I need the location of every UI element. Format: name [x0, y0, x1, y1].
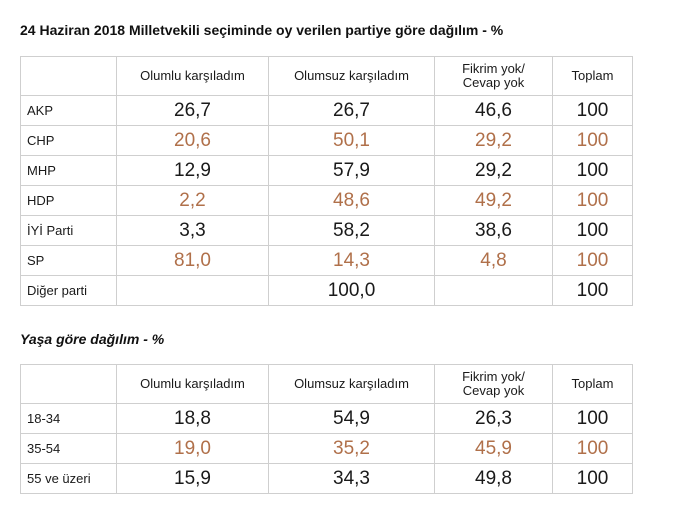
table-header-row: Olumlu karşıladım Olumsuz karşıladım Fikri…	[20, 364, 633, 404]
table-row: 55 ve üzeri 15,9 34,3 49,8 100	[20, 463, 633, 494]
column-header: Fikrim yok/ Cevap yok	[434, 364, 553, 404]
value-cell: 2,2	[116, 185, 269, 216]
value-cell: 29,2	[434, 155, 553, 186]
value-cell: 34,3	[268, 463, 435, 494]
value-cell: 49,8	[434, 463, 553, 494]
row-label: 18-34	[20, 403, 117, 434]
value-cell: 100	[552, 185, 633, 216]
age-distribution-table: Olumlu karşıladım Olumsuz karşıladım Fikri…	[20, 364, 633, 494]
column-header: Fikrim yok/ Cevap yok	[434, 56, 553, 96]
value-cell: 100	[552, 155, 633, 186]
value-cell: 58,2	[268, 215, 435, 246]
value-cell: 46,6	[434, 95, 553, 126]
column-header: Olumsuz karşıladım	[268, 364, 435, 404]
value-cell: 100	[552, 215, 633, 246]
value-cell: 100	[552, 275, 633, 306]
value-cell: 100	[552, 245, 633, 276]
value-cell	[434, 275, 553, 306]
table-row: Diğer parti 100,0 100	[20, 275, 633, 306]
table-row: MHP 12,9 57,9 29,2 100	[20, 155, 633, 186]
row-label: AKP	[20, 95, 117, 126]
header-corner-cell	[20, 364, 117, 404]
value-cell: 20,6	[116, 125, 269, 156]
value-cell: 4,8	[434, 245, 553, 276]
party-table-title: 24 Haziran 2018 Milletvekili seçiminde o…	[20, 22, 504, 38]
value-cell: 57,9	[268, 155, 435, 186]
value-cell: 12,9	[116, 155, 269, 186]
table-row: 35-54 19,0 35,2 45,9 100	[20, 433, 633, 464]
value-cell: 29,2	[434, 125, 553, 156]
value-cell: 48,6	[268, 185, 435, 216]
value-cell: 100	[552, 403, 633, 434]
table-row: HDP 2,2 48,6 49,2 100	[20, 185, 633, 216]
row-label: İYİ Parti	[20, 215, 117, 246]
value-cell: 15,9	[116, 463, 269, 494]
value-cell: 14,3	[268, 245, 435, 276]
row-label: Diğer parti	[20, 275, 117, 306]
value-cell: 50,1	[268, 125, 435, 156]
value-cell: 100	[552, 125, 633, 156]
row-label: 35-54	[20, 433, 117, 464]
column-header: Olumsuz karşıladım	[268, 56, 435, 96]
party-distribution-table: Olumlu karşıladım Olumsuz karşıladım Fikri…	[20, 56, 633, 306]
age-table-title: Yaşa göre dağılım - %	[20, 331, 165, 347]
row-label: CHP	[20, 125, 117, 156]
table-row: SP 81,0 14,3 4,8 100	[20, 245, 633, 276]
table-row: CHP 20,6 50,1 29,2 100	[20, 125, 633, 156]
value-cell	[116, 275, 269, 306]
row-label: SP	[20, 245, 117, 276]
table-header-row: Olumlu karşıladım Olumsuz karşıladım Fikri…	[20, 56, 633, 96]
table-row: AKP 26,7 26,7 46,6 100	[20, 95, 633, 126]
value-cell: 100	[552, 95, 633, 126]
value-cell: 81,0	[116, 245, 269, 276]
value-cell: 26,7	[116, 95, 269, 126]
header-corner-cell	[20, 56, 117, 96]
value-cell: 38,6	[434, 215, 553, 246]
column-header: Toplam	[552, 364, 633, 404]
value-cell: 18,8	[116, 403, 269, 434]
table-row: 18-34 18,8 54,9 26,3 100	[20, 403, 633, 434]
value-cell: 3,3	[116, 215, 269, 246]
value-cell: 49,2	[434, 185, 553, 216]
column-header: Olumlu karşıladım	[116, 364, 269, 404]
column-header: Olumlu karşıladım	[116, 56, 269, 96]
table-row: İYİ Parti 3,3 58,2 38,6 100	[20, 215, 633, 246]
value-cell: 100,0	[268, 275, 435, 306]
value-cell: 26,7	[268, 95, 435, 126]
column-header: Toplam	[552, 56, 633, 96]
value-cell: 100	[552, 463, 633, 494]
value-cell: 19,0	[116, 433, 269, 464]
value-cell: 45,9	[434, 433, 553, 464]
value-cell: 35,2	[268, 433, 435, 464]
value-cell: 26,3	[434, 403, 553, 434]
value-cell: 54,9	[268, 403, 435, 434]
row-label: MHP	[20, 155, 117, 186]
value-cell: 100	[552, 433, 633, 464]
row-label: HDP	[20, 185, 117, 216]
row-label: 55 ve üzeri	[20, 463, 117, 494]
